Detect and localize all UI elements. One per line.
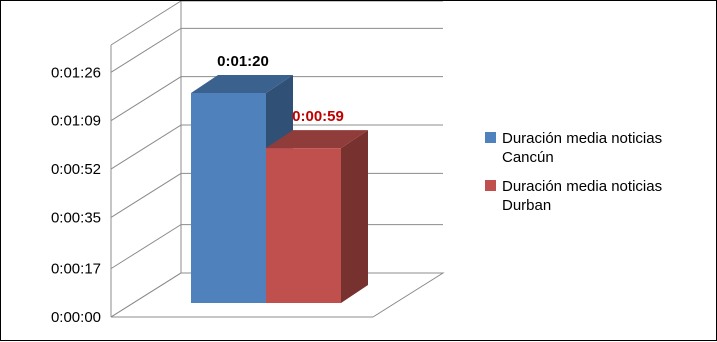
y-tick-label: 0:00:00	[51, 309, 101, 326]
bar-top-cancun	[191, 75, 293, 93]
bar-cancun	[191, 93, 266, 303]
gridline	[110, 1, 443, 46]
data-labels: 0:01:20 0:00:59	[217, 53, 344, 125]
data-label-cancun: 0:01:20	[217, 53, 269, 70]
legend-label-durban: Duración media noticias Durban	[502, 178, 663, 214]
legend-swatch-cancun	[485, 132, 496, 143]
bar-durban	[266, 148, 341, 303]
legend-item-cancun: Duración media noticias Cancún	[485, 129, 715, 167]
legend-swatch-durban	[485, 180, 496, 191]
legend-item-durban: Duración media noticias Durban	[485, 177, 715, 215]
y-tick-label: 0:01:09	[51, 113, 101, 130]
gridlines	[110, 1, 443, 318]
gridline	[110, 27, 443, 73]
legend: Duración media noticias Cancún Duración …	[485, 129, 715, 225]
bars	[191, 75, 368, 303]
y-tick-label: 0:01:26	[51, 64, 101, 81]
bar-side-durban	[341, 130, 368, 303]
y-tick-label: 0:00:35	[51, 209, 101, 226]
data-label-durban: 0:00:59	[292, 108, 344, 125]
y-axis-ticks: 0:00:00 0:00:17 0:00:35 0:00:52 0:01:09 0:01:…	[51, 64, 101, 326]
bar-top-durban	[266, 130, 368, 149]
y-tick-label: 0:00:17	[51, 261, 101, 278]
y-tick-label: 0:00:52	[51, 161, 101, 178]
legend-label-cancun: Duración media noticias Cancún	[502, 130, 663, 166]
